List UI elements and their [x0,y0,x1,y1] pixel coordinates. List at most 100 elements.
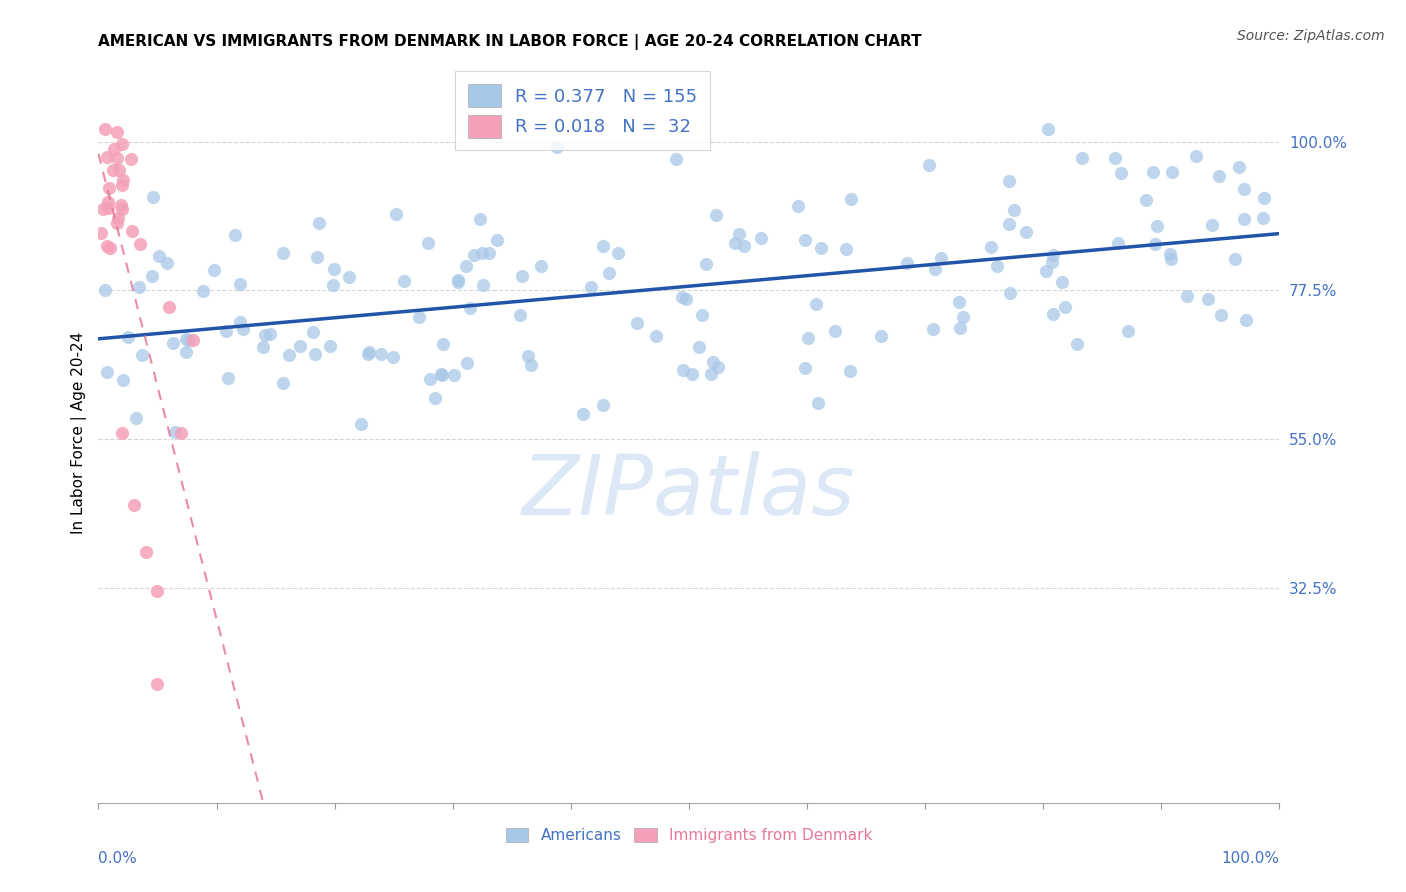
Y-axis label: In Labor Force | Age 20-24: In Labor Force | Age 20-24 [72,332,87,533]
Point [1142,165,1164,179]
Point [468,211,491,226]
Point [308,216,330,230]
Point [675,292,697,306]
Point [1175,288,1198,302]
Point [645,329,668,343]
Point [356,347,378,361]
Point [259,326,281,341]
Point [1036,121,1059,136]
Point [277,348,299,362]
Point [107,211,129,225]
Point [271,376,294,391]
Point [688,340,710,354]
Point [156,256,179,270]
Point [478,246,501,260]
Point [202,263,225,277]
Point [141,269,163,284]
Point [370,347,392,361]
Point [1185,149,1208,163]
Point [1070,151,1092,165]
Point [998,174,1021,188]
Point [117,329,139,343]
Point [181,333,204,347]
Point [1000,286,1022,301]
Point [458,301,481,315]
Point [408,310,430,325]
Point [416,236,439,251]
Point [111,173,134,187]
Point [105,125,128,139]
Point [191,284,214,298]
Text: ZIPatlas: ZIPatlas [522,451,856,533]
Point [419,372,441,386]
Point [252,340,274,354]
Point [471,246,494,260]
Point [749,231,772,245]
Point [702,355,724,369]
Point [695,257,717,271]
Point [1040,254,1063,268]
Point [1208,169,1230,183]
Point [1146,219,1168,234]
Point [1159,246,1181,260]
Point [447,273,470,287]
Point [142,190,165,204]
Point [918,158,941,172]
Point [707,360,730,375]
Point [948,294,970,309]
Point [128,280,150,294]
Text: Source: ZipAtlas.com: Source: ZipAtlas.com [1237,29,1385,43]
Point [111,373,134,387]
Text: 100.0%: 100.0% [1222,851,1279,866]
Point [486,233,509,247]
Legend: Americans, Immigrants from Denmark: Americans, Immigrants from Denmark [498,821,880,851]
Point [111,425,134,440]
Point [1066,336,1088,351]
Point [174,333,197,347]
Point [97,180,120,194]
Point [572,407,595,421]
Point [1232,212,1254,227]
Point [924,262,946,277]
Point [1197,293,1219,307]
Point [103,163,125,178]
Point [124,411,146,425]
Point [824,325,846,339]
Point [1035,264,1057,278]
Point [793,360,815,375]
Point [176,345,198,359]
Point [896,256,918,270]
Point [1211,308,1233,322]
Point [96,201,118,215]
Point [1042,307,1064,321]
Point [598,266,620,280]
Point [165,425,187,439]
Point [986,260,1008,274]
Point [146,677,169,691]
Point [456,356,478,370]
Point [162,336,184,351]
Point [217,371,239,385]
Point [148,249,170,263]
Point [463,248,485,262]
Point [454,260,477,274]
Point [224,228,246,243]
Point [302,326,325,340]
Point [381,350,404,364]
Point [733,239,755,253]
Point [1234,313,1257,327]
Point [229,277,252,291]
Point [471,277,494,292]
Point [998,218,1021,232]
Point [839,364,862,378]
Point [288,339,311,353]
Point [232,322,254,336]
Point [929,251,952,265]
Point [681,367,703,381]
Point [146,584,169,599]
Point [1107,235,1129,250]
Point [592,398,614,412]
Point [122,499,145,513]
Point [952,310,974,325]
Point [1104,151,1126,165]
